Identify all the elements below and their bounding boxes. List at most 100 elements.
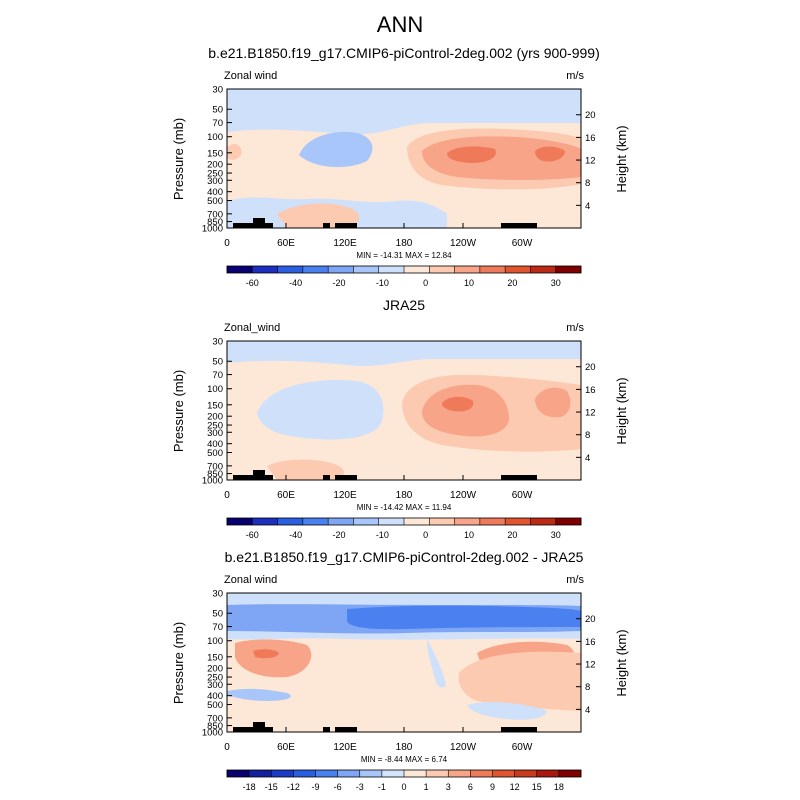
longitude-tick-label: 120W [450,742,477,753]
height-tick-label: 12 [585,408,596,419]
colorbar-swatch [381,770,405,777]
colorbar-swatch [536,770,560,777]
colorbar-swatch [404,266,430,273]
colorbar-swatch [302,266,329,273]
page-title: ANN [376,12,424,37]
longitude-tick-label: 120E [333,490,357,501]
y-axis-title-right: Height (km) [614,629,629,696]
panel-title: JRA25 [383,297,425,313]
longitude-tick-label: 0 [224,742,230,753]
colorbar-swatch [227,770,250,777]
pressure-tick-label: 200 [207,664,223,675]
longitude-tick-label: 60W [512,742,533,753]
pressure-tick-label: 200 [207,160,223,171]
land-mask [501,223,537,228]
contour-fill [347,605,581,630]
longitude-tick-label: 180 [396,490,413,501]
contour-fill [458,651,581,711]
colorbar-swatch [404,518,430,525]
contour-fill [253,649,279,659]
longitude-tick-label: 60E [277,742,295,753]
height-tick-label: 8 [585,430,590,441]
pressure-tick-label: 400 [207,439,223,450]
pressure-tick-label: 150 [207,148,223,159]
contour-fill [277,203,360,228]
pressure-tick-label: 850 [207,469,223,480]
colorbar-swatch [378,518,405,525]
land-mask [253,722,265,727]
pressure-tick-label: 30 [212,589,223,600]
stats-label: MIN = -14.31 MAX = 12.84 [356,251,452,260]
colorbar-tick-label: 15 [532,782,542,792]
pressure-tick-label: 500 [207,700,223,711]
pressure-tick-label: 70 [212,118,223,129]
pressure-tick-label: 700 [207,209,223,220]
pressure-tick-label: 150 [207,400,223,411]
height-tick-label: 12 [585,156,596,167]
colorbar-tick-label: 1 [424,782,429,792]
pressure-tick-label: 400 [207,691,223,702]
colorbar-swatch [227,518,253,525]
colorbar-tick-label: -18 [243,782,256,792]
land-mask [323,727,330,732]
colorbar-swatch [448,770,471,777]
colorbar-swatch [353,266,380,273]
land-mask [233,223,273,228]
colorbar-tick-label: -10 [376,278,389,288]
colorbar-tick-label: 9 [490,782,495,792]
y-axis-title-right: Height (km) [614,377,629,444]
colorbar-tick-label: -60 [246,530,259,540]
longitude-tick-label: 60W [512,238,533,249]
contour-fill [227,89,581,99]
pressure-tick-label: 50 [212,105,223,116]
colorbar-swatch [359,770,383,777]
colorbar-tick-label: -20 [332,278,345,288]
y-axis-title: Pressure (mb) [171,622,186,704]
land-mask [233,727,273,732]
height-tick-label: 16 [585,637,596,648]
colorbar-tick-label: -1 [378,782,386,792]
colorbar: -60 -40 -20 -10 0 10 20 30 [226,517,582,540]
colorbar-tick-label: -15 [265,782,278,792]
contour-fill [257,380,384,440]
colorbar-swatch [404,770,427,777]
pressure-tick-label: 1000 [202,476,223,487]
colorbar-swatch [530,266,557,273]
colorbar-swatch [378,266,405,273]
colorbar-swatch [505,266,531,273]
longitude-tick-label: 120W [450,490,477,501]
land-mask [253,470,265,475]
longitude-tick-label: 180 [396,238,413,249]
colorbar-swatch [227,266,253,273]
colorbar-swatch [492,770,515,777]
height-tick-label: 20 [585,614,596,625]
pressure-tick-label: 500 [207,196,223,207]
y-axis-title: Pressure (mb) [171,118,186,200]
colorbar-swatch [328,518,354,525]
land-mask [335,475,357,480]
panel-title: b.e21.B1850.f19_g17.CMIP6-piControl-2deg… [225,549,584,565]
colorbar-swatch [426,770,449,777]
variable-label: Zonal wind [224,70,277,82]
colorbar-swatch [302,518,329,525]
longitude-tick-label: 120W [450,238,477,249]
colorbar-swatch [252,266,278,273]
colorbar: -18 -15 -12 -9 -6 -3 -1 0 1 3 6 9 12 15 18 [226,769,582,792]
colorbar-tick-label: 6 [468,782,473,792]
pressure-tick-label: 250 [207,169,223,180]
contour-fill [442,396,474,412]
colorbar-tick-label: -9 [311,782,319,792]
pressure-tick-label: 50 [212,609,223,620]
colorbar-tick-label: -3 [356,782,364,792]
contour-fill [422,136,581,180]
units-label: m/s [566,322,584,334]
colorbar-tick-label: -6 [334,782,342,792]
contour-fill [535,146,565,162]
colorbar-frame [226,769,582,778]
colorbar: -60 -40 -20 -10 0 10 20 30 [226,265,582,288]
y-axis-title-right: Height (km) [614,125,629,192]
colorbar-tick-label: -40 [289,278,302,288]
contour-fill [227,144,242,160]
pressure-tick-label: 100 [207,384,223,395]
